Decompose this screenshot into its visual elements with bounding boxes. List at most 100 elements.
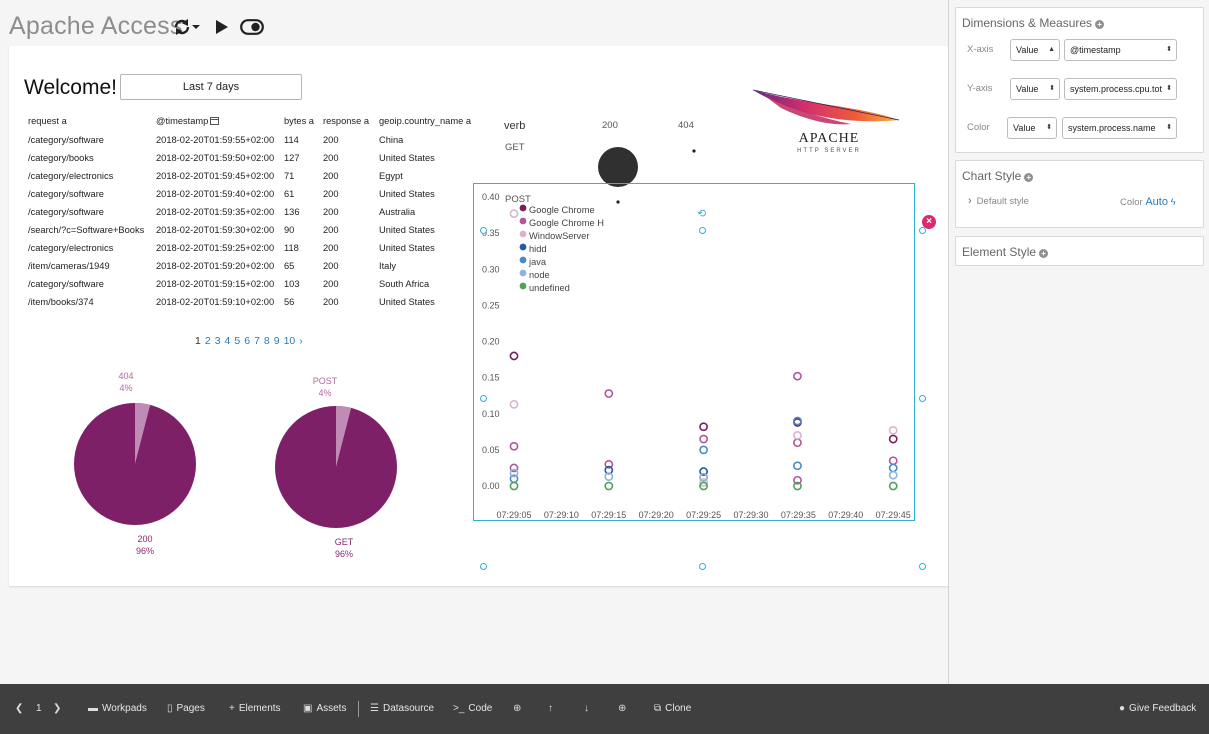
pages-button[interactable]: ▯ Pages bbox=[167, 703, 205, 714]
y-tick-label: 0.25 bbox=[482, 300, 500, 310]
prev-page-button[interactable]: ❮ bbox=[15, 703, 23, 714]
next-page-button[interactable]: ❯ bbox=[53, 703, 61, 714]
pagination: 1 2 3 4 5 6 7 8 9 10 › bbox=[195, 335, 303, 347]
refresh-icon[interactable] bbox=[172, 16, 200, 38]
color-auto[interactable]: Color Auto ϟ bbox=[1120, 196, 1176, 208]
x-tick-label: 07:29:25 bbox=[686, 510, 721, 520]
legend-swatch bbox=[519, 282, 527, 290]
move-top-button[interactable]: ⊕ bbox=[513, 703, 521, 714]
table-cell: 200 bbox=[323, 225, 339, 235]
footer-toolbar: ❮ 1 ❯ ▬ Workpads ▯ Pages + Elements ▣ Assets… bbox=[0, 684, 1209, 734]
next-page-link[interactable]: › bbox=[299, 335, 303, 347]
resize-handle-br[interactable] bbox=[919, 563, 926, 570]
dimensions-title: Dimensions & Measures + bbox=[962, 16, 1105, 30]
x-axis-field-select[interactable]: @timestamp ⬍ bbox=[1064, 39, 1177, 61]
code-button[interactable]: >_ Code bbox=[453, 703, 493, 714]
scatter-point bbox=[509, 351, 519, 361]
resize-handle-tl[interactable] bbox=[480, 227, 487, 234]
dot-get-404 bbox=[692, 149, 696, 153]
move-down-button[interactable]: ↓ bbox=[584, 703, 589, 714]
move-up-button[interactable]: ↑ bbox=[548, 703, 553, 714]
resize-handle-b[interactable] bbox=[699, 563, 706, 570]
page-link[interactable]: 6 bbox=[244, 335, 251, 347]
verb-header: verb bbox=[504, 120, 526, 132]
datasource-button[interactable]: ☰ Datasource bbox=[370, 703, 435, 714]
y-axis-type-select[interactable]: Value ⬍ bbox=[1010, 78, 1060, 100]
database-icon: ☰ bbox=[370, 703, 379, 714]
page-link[interactable]: 8 bbox=[263, 335, 270, 347]
workpad-page: Welcome! Last 7 days request a @timestam… bbox=[9, 46, 948, 586]
table-cell: 2018-02-20T01:59:20+02:00 bbox=[156, 261, 275, 271]
default-style-toggle[interactable]: › Default style bbox=[968, 195, 1029, 207]
close-icon[interactable]: × bbox=[922, 215, 936, 229]
table-cell: 136 bbox=[284, 207, 300, 217]
page-number: 1 bbox=[36, 703, 42, 714]
x-axis-type-select[interactable]: Value ▲ bbox=[1010, 39, 1060, 61]
elements-button[interactable]: + Elements bbox=[229, 703, 281, 714]
scatter-point bbox=[793, 438, 802, 448]
toggle-icon[interactable] bbox=[240, 16, 264, 38]
add-icon[interactable]: + bbox=[1095, 20, 1105, 29]
arrow-up-icon: ↑ bbox=[548, 703, 553, 714]
add-icon[interactable]: + bbox=[1024, 173, 1034, 182]
x-tick-label: 07:29:45 bbox=[876, 510, 911, 520]
table-cell: 2018-02-20T01:59:40+02:00 bbox=[156, 189, 275, 199]
page-link[interactable]: 3 bbox=[214, 335, 221, 347]
workpads-button[interactable]: ▬ Workpads bbox=[88, 703, 147, 714]
table-cell: 71 bbox=[284, 171, 295, 181]
page-link[interactable]: 10 bbox=[283, 335, 296, 347]
rotate-icon[interactable]: ⟲ bbox=[697, 208, 707, 220]
table-cell: 114 bbox=[284, 135, 299, 145]
logo-subtext: HTTP SERVER bbox=[797, 148, 861, 154]
page-link[interactable]: 4 bbox=[224, 335, 231, 347]
element-style-panel: Element Style + bbox=[955, 236, 1204, 266]
logo-text: APACHE bbox=[799, 131, 860, 146]
table-cell: /search/?c=Software+Books bbox=[28, 225, 145, 235]
give-feedback-button[interactable]: ● Give Feedback bbox=[1119, 703, 1197, 714]
column-header[interactable]: request a bbox=[28, 116, 67, 126]
column-header[interactable]: geoip.country_name a bbox=[379, 116, 471, 126]
page-link[interactable]: 2 bbox=[204, 335, 211, 347]
table-cell: Italy bbox=[379, 261, 397, 271]
assets-button[interactable]: ▣ Assets bbox=[303, 703, 347, 714]
page-link[interactable]: 1 bbox=[195, 335, 201, 347]
column-header[interactable]: @timestamp bbox=[153, 111, 281, 131]
move-bottom-button[interactable]: ⊕ bbox=[618, 703, 626, 714]
column-header[interactable]: response a bbox=[323, 116, 369, 126]
table-cell: South Africa bbox=[379, 279, 430, 289]
time-filter-button[interactable]: Last 7 days bbox=[120, 74, 302, 100]
scatter-point bbox=[888, 463, 898, 473]
table-cell: 200 bbox=[323, 243, 339, 253]
page-link[interactable]: 5 bbox=[234, 335, 241, 347]
x-tick-label: 07:29:30 bbox=[733, 510, 768, 520]
play-icon[interactable] bbox=[214, 16, 230, 38]
scatter-chart-element[interactable]: 0.40 0.35 0.30 0.25 0.20 0.15 0.10 0.05 0.00 07:2… bbox=[473, 183, 915, 521]
legend-entry: node bbox=[529, 270, 550, 280]
y-axis-field-select[interactable]: system.process.cpu.tot ⬍ bbox=[1064, 78, 1177, 100]
table-cell: 2018-02-20T01:59:45+02:00 bbox=[156, 171, 275, 181]
color-type-select[interactable]: Value ⬍ bbox=[1007, 117, 1057, 139]
scatter-point bbox=[509, 468, 519, 478]
resize-handle-bl[interactable] bbox=[480, 563, 487, 570]
add-icon[interactable]: + bbox=[1039, 249, 1049, 258]
legend-swatch bbox=[519, 217, 527, 225]
scatter-point bbox=[699, 422, 708, 432]
page-link[interactable]: 7 bbox=[254, 335, 260, 347]
table-row: /category/software 2018-02-20T01:59:40+02… bbox=[25, 185, 474, 203]
briefcase-icon: ▬ bbox=[88, 703, 98, 714]
resize-handle-l[interactable] bbox=[480, 395, 487, 402]
color-label: Color bbox=[967, 122, 990, 133]
column-header[interactable]: bytes a bbox=[284, 116, 314, 126]
color-field-select[interactable]: system.process.name ⬍ bbox=[1062, 117, 1177, 139]
resize-handle-t[interactable] bbox=[699, 227, 706, 234]
page-link[interactable]: 9 bbox=[273, 335, 280, 347]
resize-handle-tr[interactable] bbox=[919, 227, 926, 234]
chart-style-panel: Chart Style + › Default style Color Auto ϟ bbox=[955, 160, 1204, 228]
table-cell: 200 bbox=[323, 171, 339, 181]
x-tick-label: 07:29:20 bbox=[639, 510, 674, 520]
table-cell: 127 bbox=[284, 153, 300, 163]
table-cell: /category/electronics bbox=[28, 243, 114, 253]
legend-entry: undefined bbox=[529, 283, 570, 293]
resize-handle-r[interactable] bbox=[919, 395, 926, 402]
clone-button[interactable]: ⧉ Clone bbox=[654, 703, 692, 714]
